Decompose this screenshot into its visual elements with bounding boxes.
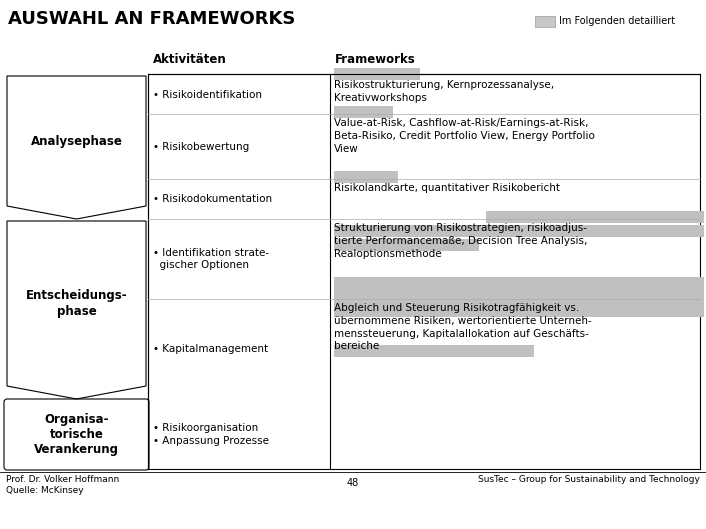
Text: Risikolandkarte, quantitativer Risikobericht: Risikolandkarte, quantitativer Risikober… [334,183,560,193]
Text: Strukturierung von Risikostrategien, risikoadjus-
tierte Performancemaße, Decisi: Strukturierung von Risikostrategien, ris… [334,223,587,259]
Text: SusTec – Group for Sustainability and Technology: SusTec – Group for Sustainability and Te… [478,475,700,484]
Text: Im Folgenden detailliert: Im Folgenden detailliert [559,16,675,26]
Bar [486,211,704,223]
Bar [334,106,393,118]
Text: Analysephase: Analysephase [30,134,122,148]
Text: Risikostrukturierung, Kernprozessanalyse,
Kreativworkshops: Risikostrukturierung, Kernprozessanalyse… [334,80,554,103]
Text: • Risikoorganisation
• Anpassung Prozesse: • Risikoorganisation • Anpassung Prozess… [153,423,269,446]
Text: • Kapitalmanagement: • Kapitalmanagement [153,344,268,354]
Bar [334,277,704,317]
Text: Frameworks: Frameworks [335,53,416,66]
Bar [334,225,704,237]
Text: Entscheidungs-
phase: Entscheidungs- phase [25,289,127,317]
Text: 48: 48 [347,478,359,488]
Bar [334,68,420,80]
Text: Value-at-Risk, Cashflow-at-Risk/Earnings-at-Risk,
Beta-Risiko, Credit Portfolio : Value-at-Risk, Cashflow-at-Risk/Earnings… [334,118,595,153]
Text: • Risikodokumentation: • Risikodokumentation [153,194,272,204]
Text: Organisa-
torische
Verankerung: Organisa- torische Verankerung [34,413,119,456]
Text: • Risikoidentifikation: • Risikoidentifikation [153,90,262,100]
Text: Prof. Dr. Volker Hoffmann
Quelle: McKinsey: Prof. Dr. Volker Hoffmann Quelle: McKins… [6,475,119,495]
Bar [148,74,700,469]
Bar [535,16,555,27]
Bar [334,171,398,183]
Text: Abgleich und Steuerung Risikotragfähigkeit vs.
übernommene Risiken, wertorientie: Abgleich und Steuerung Risikotragfähigke… [334,303,592,351]
Text: AUSWAHL AN FRAMEWORKS: AUSWAHL AN FRAMEWORKS [8,10,295,28]
Bar [334,239,479,251]
Bar [334,345,534,357]
Text: • Risikobewertung: • Risikobewertung [153,141,249,151]
Text: • Identifikation strate-
  gischer Optionen: • Identifikation strate- gischer Optione… [153,248,269,270]
Text: Aktivitäten: Aktivitäten [153,53,227,66]
